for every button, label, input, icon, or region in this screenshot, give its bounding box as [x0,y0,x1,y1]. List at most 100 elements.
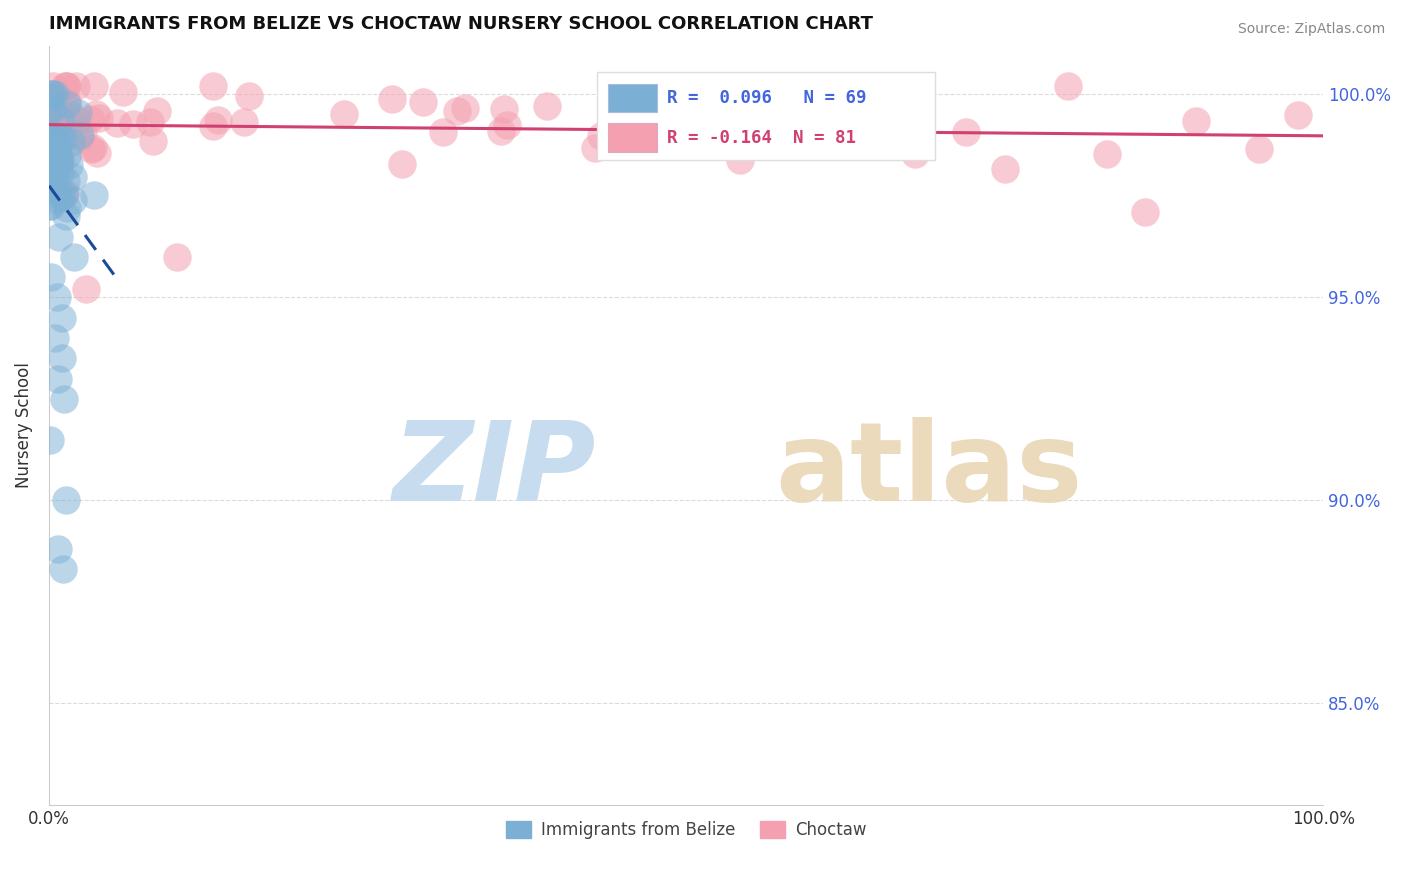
Point [38,199,60,213]
Point [201,79,224,94]
Point [58,106,80,120]
Point [1249,142,1271,156]
Point [62,169,84,184]
Text: R = -0.164  N = 81: R = -0.164 N = 81 [666,128,856,146]
Point [42,138,65,153]
Point [380,92,402,106]
Point [955,125,977,139]
Point [142,135,165,149]
Point [46,117,69,131]
Point [432,125,454,139]
Point [39,433,62,447]
Point [52,132,75,146]
Point [42,127,65,141]
Point [38,161,60,175]
Text: R =  0.096   N = 69: R = 0.096 N = 69 [666,89,866,107]
Point [233,115,256,129]
Point [45,192,67,206]
Point [56,79,79,94]
Point [333,106,356,120]
Point [583,141,606,155]
FancyBboxPatch shape [598,72,935,160]
Point [238,88,260,103]
Point [45,151,67,165]
Point [146,103,169,118]
Point [51,351,73,366]
Point [41,136,63,150]
Point [202,119,225,133]
Point [42,79,65,94]
Point [651,97,673,112]
Point [82,141,104,155]
Point [48,153,70,168]
Point [589,128,612,143]
Point [44,87,66,102]
Text: IMMIGRANTS FROM BELIZE VS CHOCTAW NURSERY SCHOOL CORRELATION CHART: IMMIGRANTS FROM BELIZE VS CHOCTAW NURSER… [49,15,873,33]
Point [49,189,72,203]
Point [51,116,73,130]
Point [49,106,72,120]
Point [725,128,748,142]
Point [39,178,62,193]
Point [83,188,105,202]
Point [49,112,72,127]
Point [614,137,637,152]
Point [39,270,62,285]
Point [55,493,77,508]
Point [41,103,63,117]
Point [44,331,66,345]
Point [46,542,69,557]
Point [65,112,87,126]
Point [52,116,75,130]
Point [803,112,825,126]
Point [41,177,63,191]
Point [65,118,87,132]
Point [841,99,863,113]
Point [52,392,75,406]
Point [45,140,67,154]
Point [489,124,512,138]
Point [44,165,66,179]
Point [111,85,134,99]
Point [453,101,475,115]
Point [46,147,69,161]
Point [84,107,107,121]
Point [41,87,63,102]
Point [41,158,63,172]
Point [46,100,69,114]
Point [613,127,636,141]
Point [48,157,70,171]
Point [492,103,515,117]
Point [42,142,65,156]
Point [67,106,90,120]
Point [46,290,69,304]
Point [39,178,62,193]
Point [46,371,69,385]
Point [53,79,76,94]
Point [42,153,65,167]
Point [391,157,413,171]
Point [1095,147,1118,161]
Text: Source: ZipAtlas.com: Source: ZipAtlas.com [1237,22,1385,37]
Point [79,112,101,127]
FancyBboxPatch shape [609,84,657,112]
Point [412,95,434,109]
Point [69,128,91,143]
Point [48,130,70,145]
Point [689,112,711,127]
Text: atlas: atlas [775,417,1083,524]
Point [994,161,1017,176]
Point [620,120,643,135]
Point [59,135,82,149]
Point [63,250,86,264]
Point [58,158,80,172]
Point [75,282,97,296]
Point [53,186,76,200]
Point [728,153,751,167]
Point [42,134,65,148]
Point [38,90,60,104]
Point [56,95,79,109]
Point [612,138,634,153]
Point [55,173,77,187]
Point [39,129,62,144]
